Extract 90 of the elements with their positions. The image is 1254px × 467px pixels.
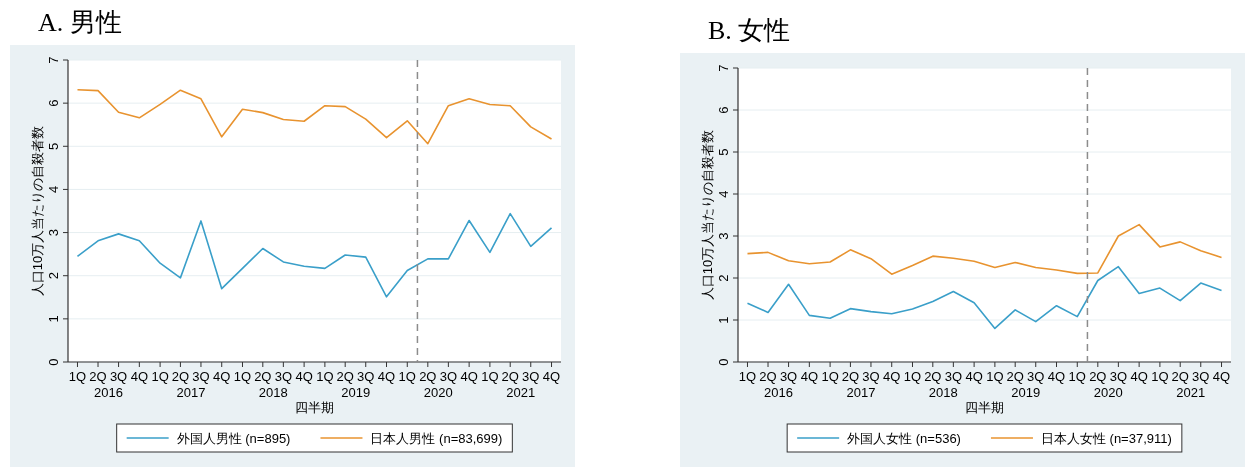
x-tick-label: 2Q	[89, 369, 107, 384]
x-tick-label: 3Q	[109, 369, 128, 384]
y-tick-label: 2	[46, 272, 61, 280]
text: 2021	[1176, 385, 1206, 400]
x-tick-label: 3Q	[274, 369, 293, 384]
x-tick-label: 4Q	[965, 369, 983, 384]
y-tick-label: 2	[716, 274, 731, 282]
x-tick-label: 2Q	[1006, 369, 1024, 384]
y-tick-label: 7	[46, 56, 61, 64]
chart-title: A. 男性	[38, 8, 122, 37]
line-series	[76, 212, 553, 298]
legend-label: 外国人男性 (n=895)	[176, 431, 291, 446]
text: 2016	[93, 385, 123, 400]
x-tick-label: 2Q	[924, 369, 942, 384]
y-tick-label: 6	[716, 106, 731, 114]
x-tick-label: 4Q	[1130, 369, 1148, 384]
y-axis-title: 人口10万人当たりの自殺者数	[700, 129, 715, 301]
x-tick-label: 1Q	[233, 369, 252, 384]
x-tick-label: 1Q	[1151, 369, 1169, 384]
y-tick-label: 0	[46, 358, 61, 366]
x-tick-label: 1Q	[821, 369, 839, 384]
x-tick-label: 3Q	[862, 369, 880, 384]
y-tick-label: 3	[716, 232, 731, 240]
legend-label: 外国人女性 (n=536)	[847, 431, 961, 446]
line-series	[76, 88, 553, 145]
x-tick-label: 3Q	[522, 369, 540, 384]
y-axis-title: 人口10万人当たりの自殺者数	[30, 125, 45, 297]
x-tick-label: 2Q	[336, 369, 354, 384]
text: 2019	[1011, 385, 1041, 400]
x-tick-label: 3Q	[439, 369, 458, 384]
x-tick-label: 4Q	[883, 369, 901, 384]
x-tick-label: 4Q	[295, 369, 313, 384]
x-tick-label: 3Q	[192, 369, 210, 384]
x-tick-label: 4Q	[1047, 369, 1066, 384]
x-tick-label: 3Q	[1027, 369, 1045, 384]
y-tick-label: 0	[716, 358, 731, 366]
x-tick-label: 1Q	[1068, 369, 1086, 384]
x-tick-label: 2Q	[419, 369, 437, 384]
x-axis-title: 四半期	[295, 400, 334, 415]
x-tick-label: 2Q	[1089, 369, 1107, 384]
x-tick-label: 4Q	[130, 369, 148, 384]
x-tick-label: 4Q	[542, 369, 561, 384]
x-tick-label: 3Q	[779, 369, 798, 384]
x-tick-label: 2Q	[254, 369, 272, 384]
y-tick-label: 5	[46, 142, 61, 150]
text: 2018	[928, 385, 958, 400]
text: 2020	[423, 385, 453, 400]
x-tick-label: 2Q	[501, 369, 519, 384]
text: 2017	[846, 385, 876, 400]
text: 2017	[176, 385, 206, 400]
text: 2019	[341, 385, 371, 400]
x-tick-label: 4Q	[1212, 369, 1231, 384]
y-tick-label: 5	[716, 148, 731, 156]
y-tick-label: 1	[46, 315, 61, 323]
x-tick-label: 1Q	[316, 369, 334, 384]
text: 2018	[258, 385, 288, 400]
x-tick-label: 1Q	[68, 369, 87, 384]
x-tick-label: 2Q	[841, 369, 860, 384]
x-tick-label: 1Q	[481, 369, 499, 384]
x-tick-label: 4Q	[460, 369, 478, 384]
legend-label: 日本人男性 (n=83,699)	[370, 431, 503, 446]
line-series	[746, 223, 1223, 276]
x-axis-title: 四半期	[965, 400, 1004, 415]
x-tick-label: 1Q	[151, 369, 169, 384]
legend-label: 日本人女性 (n=37,911)	[1040, 431, 1172, 446]
text: 2020	[1093, 385, 1123, 400]
x-tick-label: 2Q	[759, 369, 777, 384]
x-tick-label: 4Q	[377, 369, 396, 384]
x-tick-label: 4Q	[800, 369, 818, 384]
x-tick-label: 3Q	[357, 369, 375, 384]
y-tick-label: 4	[46, 185, 61, 194]
text: 2016	[763, 385, 793, 400]
x-tick-label: 1Q	[738, 369, 757, 384]
text: 2021	[506, 385, 536, 400]
y-tick-label: 6	[46, 99, 61, 107]
x-tick-label: 2Q	[1171, 369, 1189, 384]
chart-title: B. 女性	[708, 16, 791, 45]
y-tick-label: 3	[46, 228, 61, 237]
y-tick-label: 4	[716, 190, 731, 198]
x-tick-label: 3Q	[944, 369, 963, 384]
x-tick-label: 2Q	[171, 369, 190, 384]
x-tick-label: 4Q	[213, 369, 231, 384]
x-tick-label: 1Q	[903, 369, 922, 384]
x-tick-label: 1Q	[986, 369, 1004, 384]
line-series	[746, 265, 1223, 330]
x-tick-label: 1Q	[398, 369, 416, 384]
x-tick-label: 3Q	[1192, 369, 1210, 384]
x-tick-label: 3Q	[1109, 369, 1128, 384]
y-tick-label: 7	[716, 64, 731, 72]
y-tick-label: 1	[716, 316, 731, 324]
